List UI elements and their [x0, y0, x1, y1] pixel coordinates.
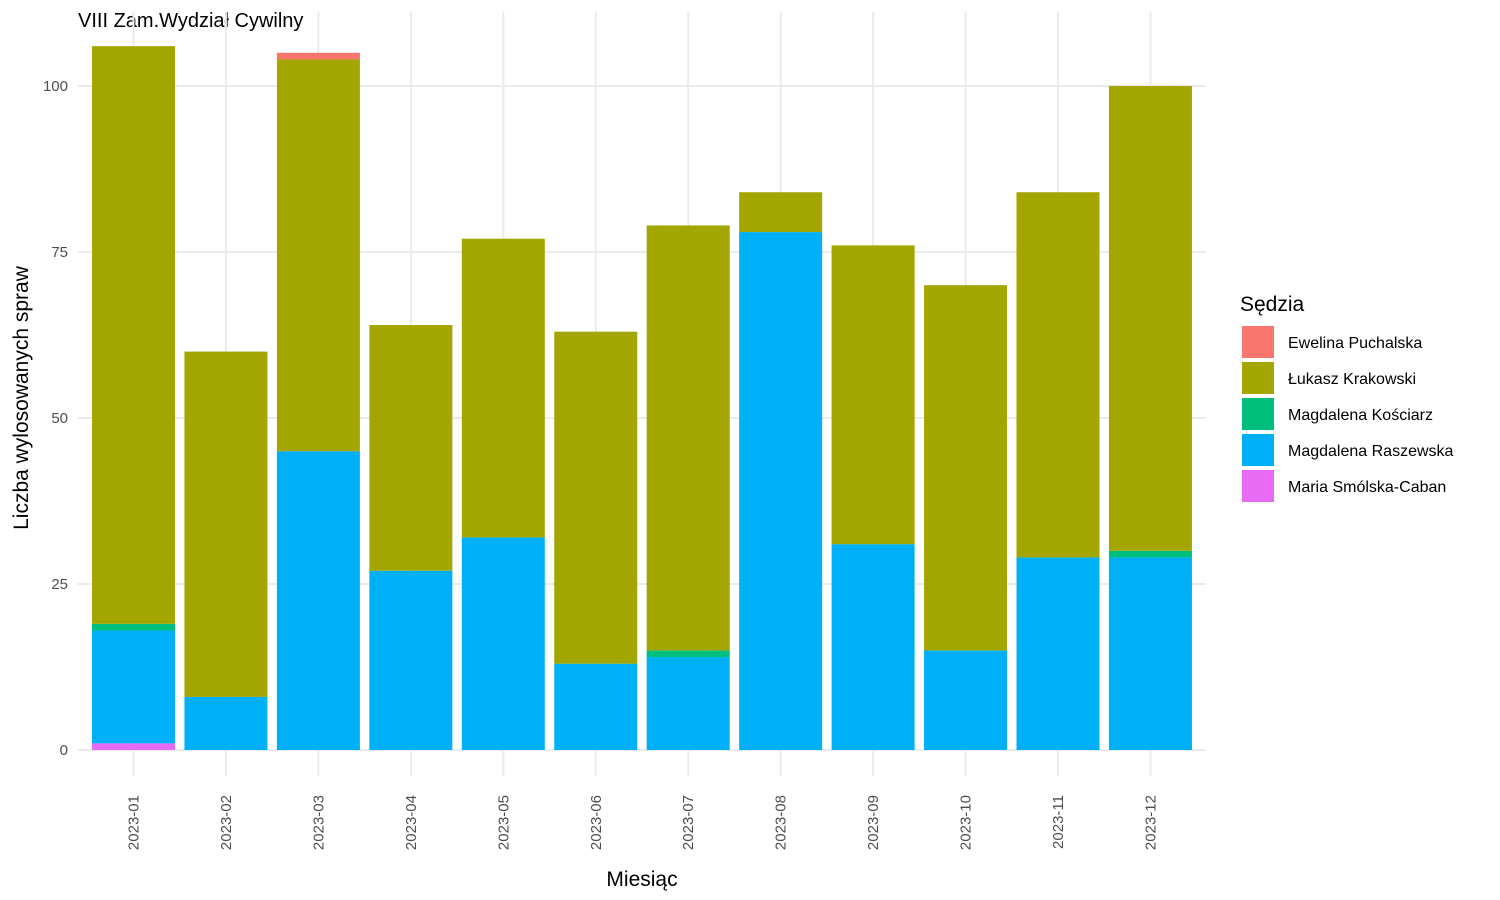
bar-segment — [461, 238, 545, 538]
bar-segment — [739, 192, 823, 233]
bar-segment — [369, 325, 453, 571]
legend-label: Magdalena Kościarz — [1288, 407, 1433, 424]
x-axis-title: Miesiąc — [606, 868, 677, 891]
bar-segment — [1108, 550, 1192, 558]
bar-segment — [276, 59, 360, 452]
y-tick-label: 25 — [51, 576, 68, 593]
bar-segment — [924, 285, 1008, 651]
y-axis-ticks: 0 25 50 75 100 — [43, 78, 68, 759]
x-tick-label: 2023-12 — [1142, 795, 1159, 850]
bar-segment — [276, 52, 360, 60]
legend: Ewelina Puchalska Łukasz Krakowski Magdale… — [1242, 326, 1454, 502]
legend-title: Sędzia — [1240, 293, 1305, 316]
bar-segment — [276, 451, 360, 750]
bar-segment — [92, 630, 175, 744]
x-tick-label: 2023-02 — [218, 795, 235, 850]
y-tick-label: 50 — [51, 410, 68, 427]
legend-label: Łukasz Krakowski — [1288, 371, 1416, 388]
bar-segment — [1108, 86, 1192, 551]
bar-segment — [461, 537, 545, 750]
x-tick-label: 2023-11 — [1050, 795, 1067, 849]
x-tick-label: 2023-06 — [588, 795, 605, 850]
legend-label: Maria Smólska-Caban — [1288, 479, 1446, 496]
x-tick-label: 2023-10 — [958, 795, 975, 850]
x-tick-label: 2023-07 — [680, 795, 697, 850]
bar-segment — [92, 743, 175, 750]
bar-segment — [739, 232, 823, 750]
y-tick-label: 100 — [43, 78, 68, 95]
bar-segment — [831, 245, 915, 545]
bar-segment — [1016, 557, 1100, 750]
bar-segment — [184, 696, 268, 750]
legend-key — [1242, 326, 1274, 358]
x-tick-label: 2023-08 — [773, 795, 790, 850]
legend-label: Magdalena Raszewska — [1288, 443, 1454, 460]
x-tick-label: 2023-09 — [865, 795, 882, 850]
y-tick-label: 75 — [51, 244, 68, 261]
bar-segment — [92, 623, 175, 631]
bar-segment — [1016, 192, 1100, 558]
chart-title: VIII Zam.Wydział Cywilny — [78, 10, 303, 32]
legend-key — [1242, 362, 1274, 394]
bar-segment — [646, 657, 730, 750]
x-axis-ticks: 2023-01 2023-02 2023-03 2023-04 2023-05 2023-… — [126, 795, 1160, 850]
y-tick-label: 0 — [60, 742, 68, 759]
bar-segment — [554, 331, 638, 664]
legend-key — [1242, 470, 1274, 502]
x-tick-label: 2023-04 — [403, 795, 420, 850]
bar-segment — [92, 46, 175, 624]
bar-segment — [369, 570, 453, 750]
y-axis-title: Liczba wylosowanych spraw — [10, 265, 33, 530]
bar-segment — [831, 544, 915, 750]
x-tick-label: 2023-01 — [126, 795, 143, 850]
legend-key — [1242, 434, 1274, 466]
x-tick-label: 2023-05 — [495, 795, 512, 850]
bar-segment — [184, 351, 268, 697]
legend-label: Ewelina Puchalska — [1288, 335, 1422, 352]
bar-segment — [1108, 557, 1192, 750]
bars — [92, 46, 1192, 750]
bar-segment — [646, 225, 730, 651]
bar-segment — [924, 650, 1008, 750]
bar-segment — [554, 663, 638, 750]
bar-segment — [646, 650, 730, 658]
legend-key — [1242, 398, 1274, 430]
x-tick-label: 2023-03 — [310, 795, 327, 850]
